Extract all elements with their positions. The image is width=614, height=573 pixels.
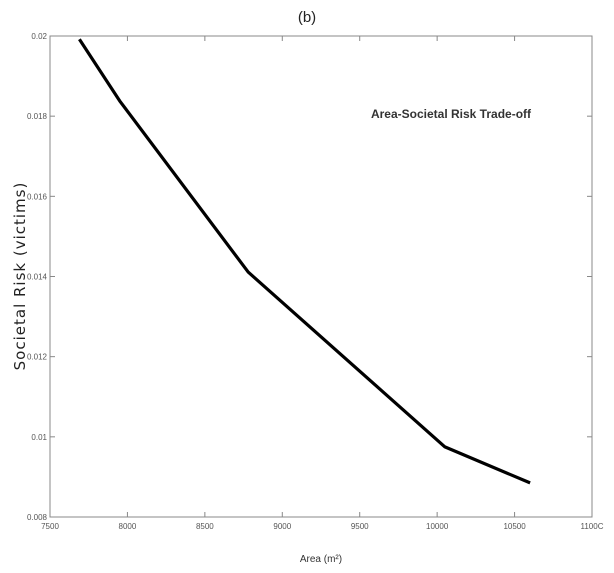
y-tick-label: 0.012: [27, 353, 48, 362]
x-axis-ticks: 7500 8000 8500 9000 9500 10000 10500 1100C: [41, 36, 604, 531]
series-layer: [78, 38, 531, 485]
x-tick-label: 9000: [273, 522, 291, 531]
x-tick-label: 10500: [503, 522, 526, 531]
x-axis-title: Area (m²): [300, 554, 342, 565]
y-tick-label: 0.01: [31, 433, 47, 442]
plot-area: 7500 8000 8500 9000 9500 10000 10500 1100C 0.00…: [27, 32, 604, 531]
x-tick-label: 9500: [351, 522, 369, 531]
y-tick-label: 0.018: [27, 112, 48, 121]
y-axis-title: Societal Risk (victims): [11, 182, 29, 371]
x-tick-label: 7500: [41, 522, 59, 531]
chart-annotation: Area-Societal Risk Trade-off: [371, 107, 532, 121]
series-line: [78, 38, 531, 485]
x-tick-label: 8000: [119, 522, 137, 531]
y-tick-label: 0.008: [27, 513, 48, 522]
panel-label: (b): [298, 9, 316, 26]
x-tick-label: 8500: [196, 522, 214, 531]
y-tick-label: 0.014: [27, 273, 48, 282]
x-tick-label: 10000: [426, 522, 449, 531]
y-axis-ticks: 0.008 0.01 0.012 0.014 0.016 0.018 0.02: [27, 32, 592, 522]
y-tick-label: 0.02: [31, 32, 47, 41]
x-tick-label: 1100C: [581, 522, 604, 531]
y-tick-label: 0.016: [27, 192, 48, 201]
